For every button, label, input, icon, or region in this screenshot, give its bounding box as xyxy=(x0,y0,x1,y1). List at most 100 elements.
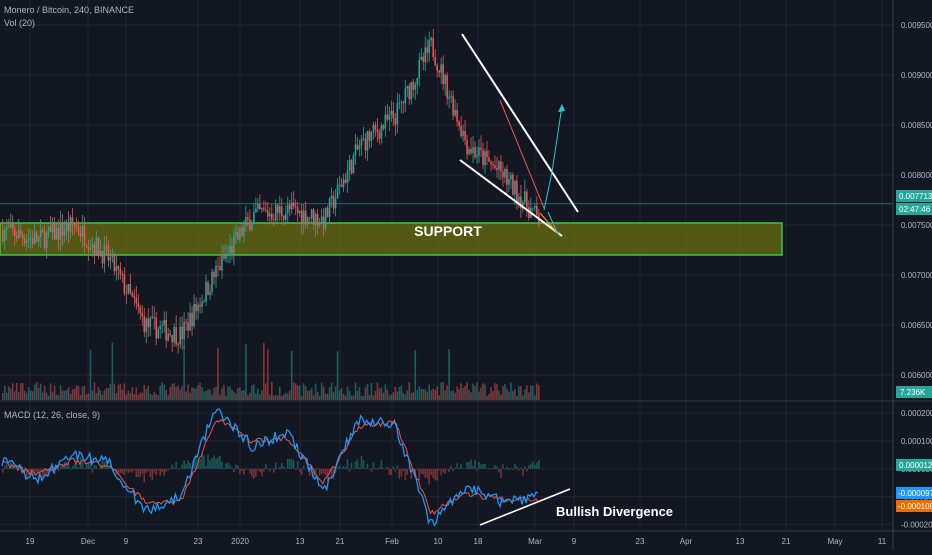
volume-bar xyxy=(408,382,411,400)
macd-histogram-bar xyxy=(97,468,100,470)
candle-body xyxy=(199,304,201,307)
macd-histogram-bar xyxy=(424,468,427,478)
volume-bar xyxy=(197,385,199,400)
macd-histogram-bar xyxy=(402,468,405,471)
macd-histogram-bar xyxy=(406,468,409,475)
volume-tag: 7.236K xyxy=(900,388,926,397)
candle-body xyxy=(135,297,138,304)
volume-bar xyxy=(203,391,205,400)
time-tick-label: 13 xyxy=(296,537,305,546)
candle-body xyxy=(195,304,197,311)
candle-body xyxy=(324,207,327,229)
candle-body xyxy=(380,125,383,139)
macd-histogram-bar xyxy=(536,462,538,469)
macd-histogram-bar xyxy=(530,463,532,469)
volume-bar xyxy=(121,389,124,400)
volume-bar xyxy=(440,382,442,400)
volume-bar xyxy=(33,384,36,400)
macd-histogram-bar xyxy=(516,466,518,469)
macd-histogram-bar xyxy=(41,468,44,478)
candle-body xyxy=(131,292,134,297)
volume-bar xyxy=(65,390,68,400)
volume-bar xyxy=(306,390,309,400)
volume-bar xyxy=(350,395,353,400)
macd-histogram-bar xyxy=(171,464,173,469)
macd-histogram-bar xyxy=(432,468,434,479)
candle-body xyxy=(185,322,187,323)
candle-body xyxy=(97,237,100,256)
candle-body xyxy=(500,161,502,172)
macd-histogram-bar xyxy=(286,458,289,469)
macd-histogram-bar xyxy=(274,462,277,469)
candle-body xyxy=(532,207,534,209)
candle-body xyxy=(446,75,448,99)
volume-bar xyxy=(213,387,215,400)
volume-bar xyxy=(316,392,319,400)
volume-bar xyxy=(225,395,227,400)
volume-bar xyxy=(183,345,185,400)
macd-histogram-bar xyxy=(276,468,279,470)
volume-bar xyxy=(420,388,423,400)
volume-bar xyxy=(169,387,171,400)
candle-body xyxy=(348,159,351,171)
candle-body xyxy=(438,70,440,73)
macd-histogram-bar xyxy=(358,467,361,469)
candle-body xyxy=(410,81,413,100)
candle-body xyxy=(267,210,269,217)
volume-bar xyxy=(71,389,74,400)
macd-histogram-bar xyxy=(67,463,70,469)
candle-body xyxy=(476,155,478,157)
volume-bar xyxy=(368,394,371,400)
macd-histogram-bar xyxy=(229,464,231,469)
candle-body xyxy=(243,225,245,236)
macd-histogram-bar xyxy=(213,455,215,469)
macd-histogram-bar xyxy=(442,468,444,473)
volume-bar xyxy=(532,385,534,400)
macd-histogram-bar xyxy=(398,468,401,479)
macd-histogram-bar xyxy=(418,468,421,481)
time-tick-label: Mar xyxy=(528,537,542,546)
candle-body xyxy=(378,132,381,139)
volume-bar xyxy=(147,385,150,400)
candle-body xyxy=(536,205,538,215)
macd-histogram-bar xyxy=(119,468,122,473)
macd-histogram-bar xyxy=(183,460,185,469)
candle-body xyxy=(63,231,66,236)
macd-histogram-bar xyxy=(480,464,482,469)
volume-bar xyxy=(518,386,520,400)
time-tick-label: Apr xyxy=(680,537,693,546)
volume-bar xyxy=(392,392,395,400)
macd-histogram-bar xyxy=(23,467,26,469)
candle-body xyxy=(125,292,128,294)
volume-bar xyxy=(235,393,237,400)
volume-bar xyxy=(488,394,490,400)
volume-bar xyxy=(526,385,528,400)
macd-tick-label: -0.000200 xyxy=(901,520,932,529)
volume-bar xyxy=(61,390,64,400)
volume-bar xyxy=(109,383,112,400)
candle-body xyxy=(454,109,456,116)
macd-histogram-bar xyxy=(47,468,50,475)
candle-body xyxy=(330,195,333,199)
candle-body xyxy=(520,196,522,209)
macd-histogram-bar xyxy=(211,457,213,469)
macd-histogram-bar xyxy=(394,468,397,472)
candle-body xyxy=(338,184,341,186)
candle-body xyxy=(149,318,152,328)
candle-body xyxy=(67,223,70,232)
candle-body xyxy=(11,222,14,229)
candle-body xyxy=(390,110,393,115)
volume-bar xyxy=(450,391,452,400)
candle-body xyxy=(492,164,494,166)
volume-bar xyxy=(438,395,440,400)
volume-bar xyxy=(308,390,311,400)
macd-histogram-bar xyxy=(520,467,522,469)
macd-histogram-bar xyxy=(494,465,496,469)
candle-body xyxy=(129,284,132,293)
volume-bar xyxy=(480,387,482,400)
volume-bar xyxy=(41,392,44,400)
macd-histogram-bar xyxy=(267,468,269,469)
candle-body xyxy=(304,210,307,225)
